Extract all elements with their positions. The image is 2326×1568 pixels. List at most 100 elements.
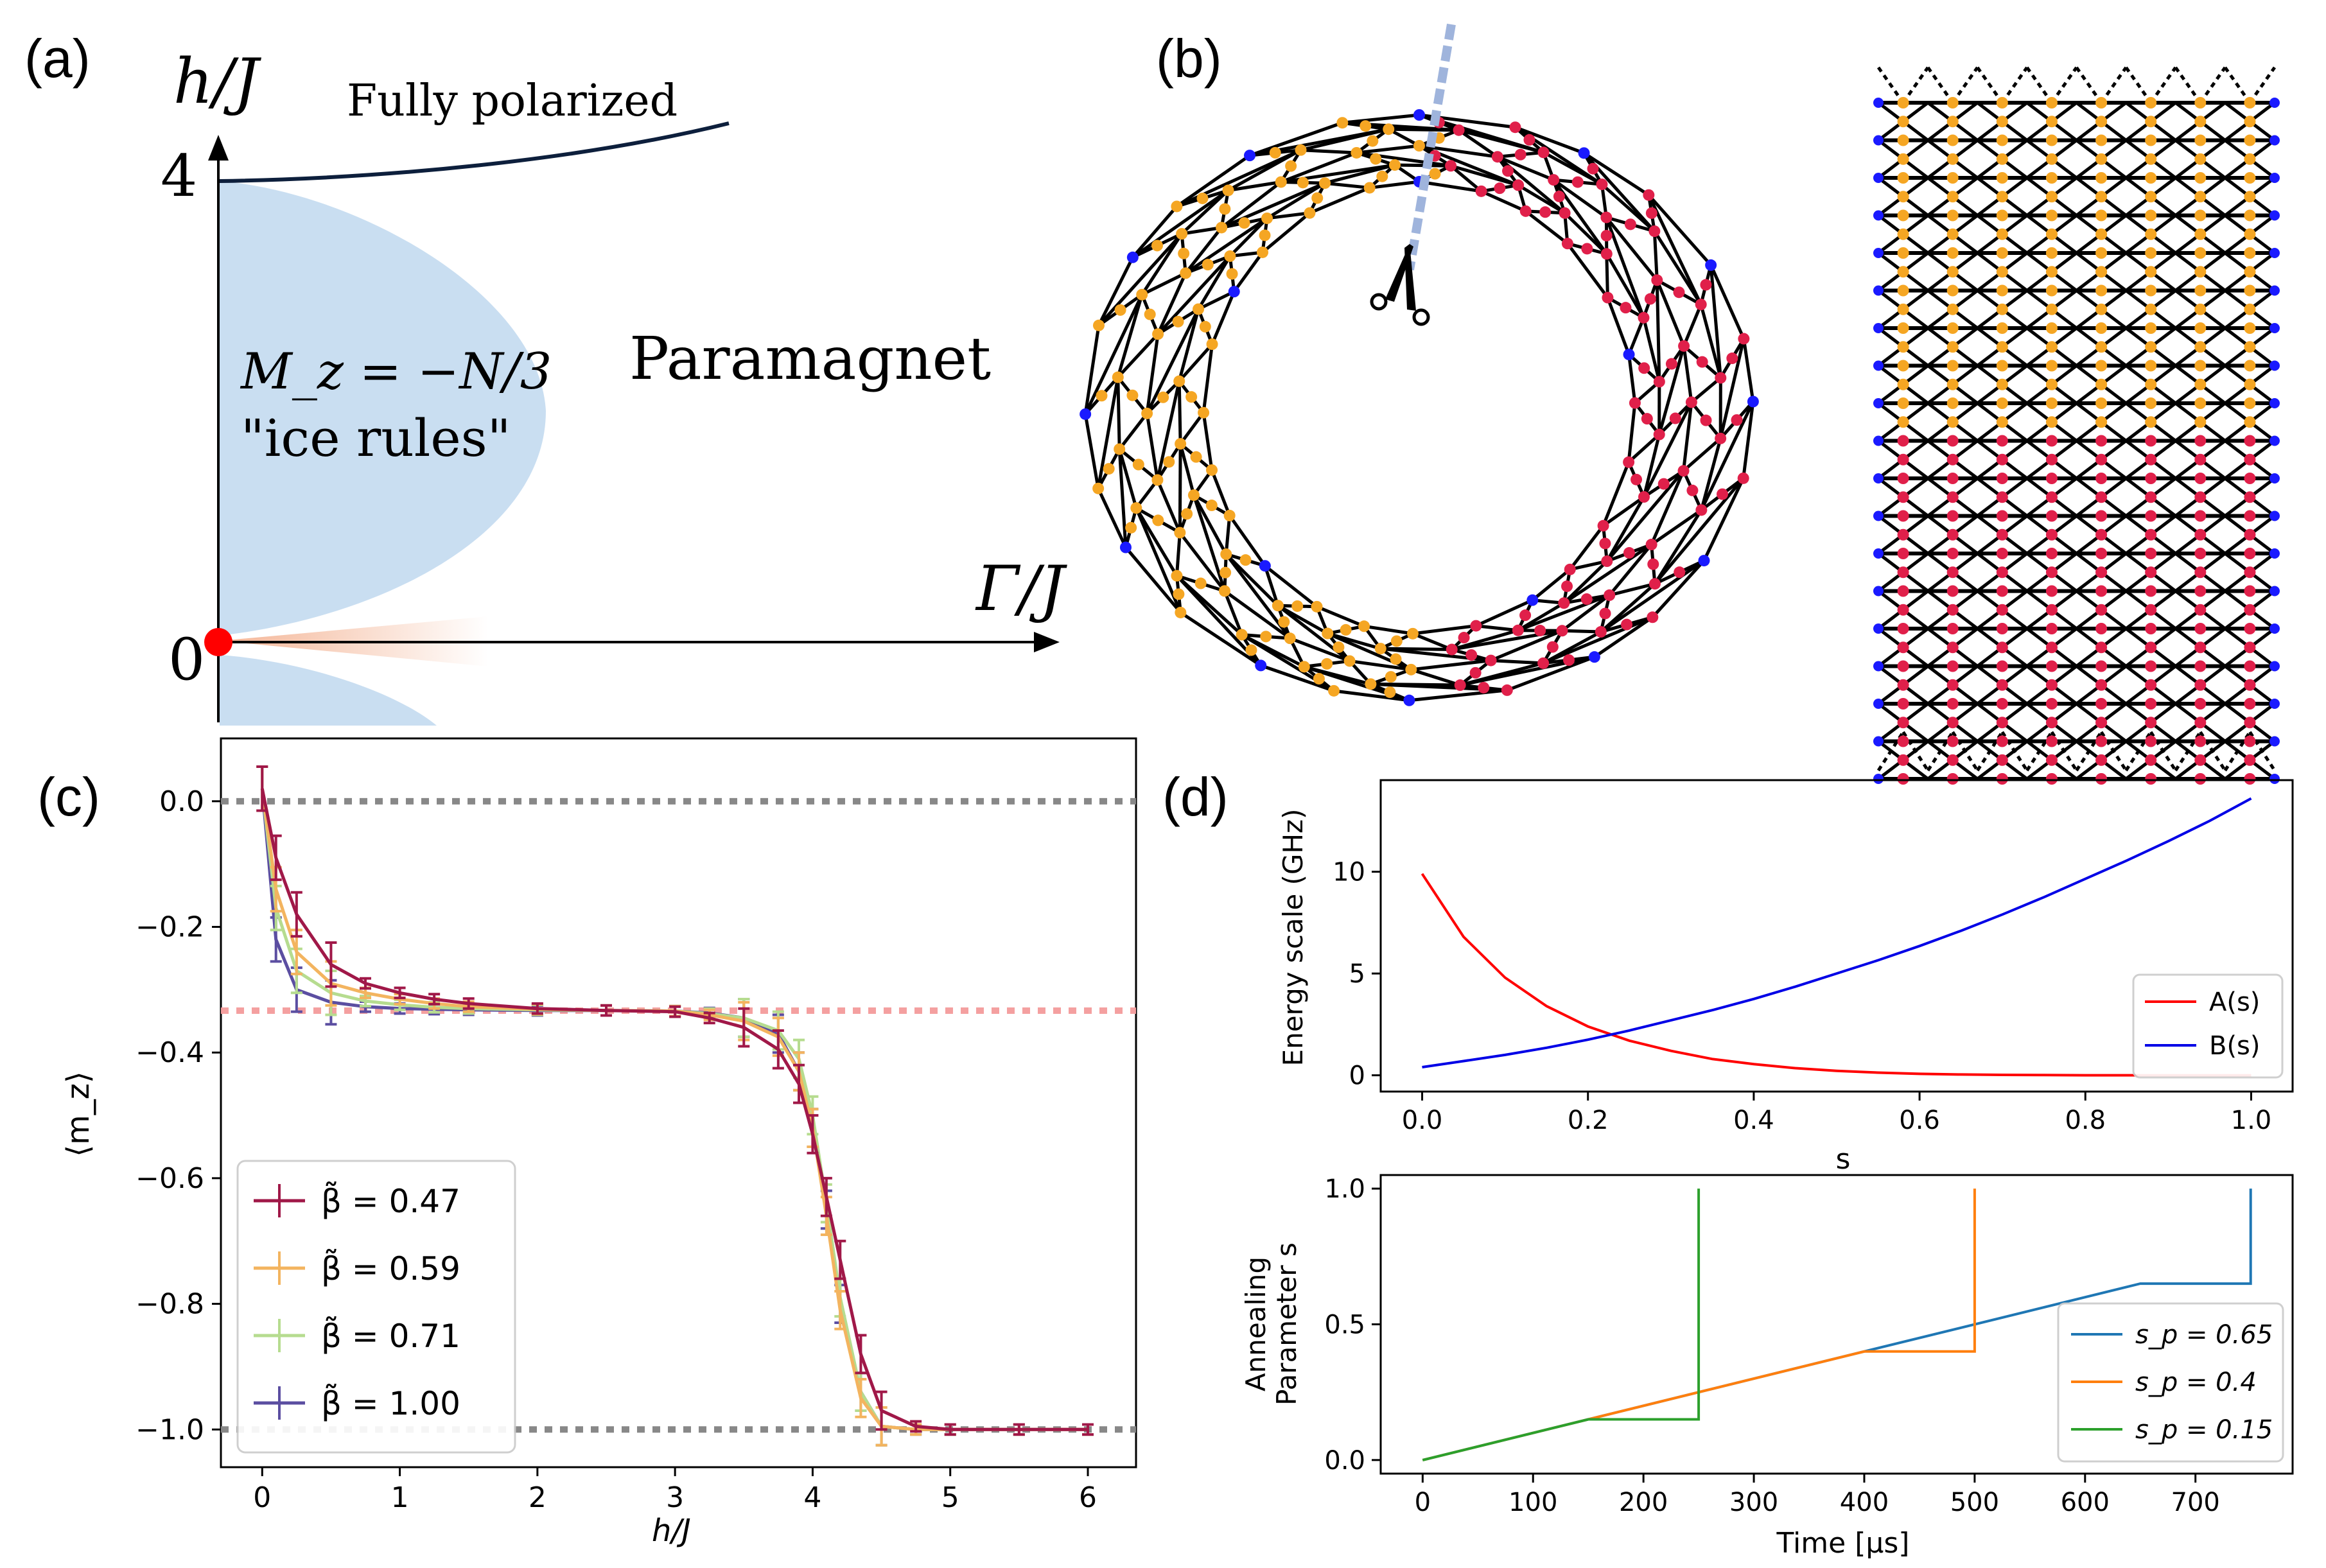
lattice-bond [1156,479,1182,534]
y-axis-label: h/J [173,46,261,118]
lattice-site [1897,491,1909,503]
lattice-site [1199,320,1211,333]
series-line [1421,873,2252,1077]
lattice-bond [1742,338,1755,402]
lattice-site [2145,717,2157,729]
lattice-site [1897,97,1909,109]
lattice-site [1674,566,1686,579]
lattice-site [1333,641,1345,653]
lattice-site [1222,184,1234,196]
lattice-bond [1605,496,1646,562]
lattice-site [1645,207,1657,219]
lattice-site [1144,308,1156,320]
lattice-site [2244,473,2256,484]
lattice-site [2244,510,2256,522]
lattice-site [1173,588,1185,600]
lattice-site [1599,607,1611,620]
lattice-bond [1155,381,1181,481]
lattice-bond-dashed [1976,66,2004,104]
lattice-bond [1700,401,1755,511]
lattice-site [1946,341,1959,353]
lattice-bond [1608,543,1653,597]
lattice-site [2045,172,2058,184]
lattice-site [1946,491,1959,503]
lattice-site [1470,620,1482,632]
lattice-site [2194,435,2207,447]
lattice-site [2244,360,2256,372]
lattice-site [2095,360,2108,372]
lattice-bond [1682,345,1693,403]
lattice-site [1946,209,1959,222]
lattice-bond [1412,624,1476,636]
lattice-site [2145,623,2157,634]
plot-d-top-xlabel: s [1836,1143,1851,1176]
lattice-site [2095,134,2108,146]
lattice-site [1151,474,1164,486]
lattice-site [1897,266,1909,278]
lattice-bond-dashed [2174,66,2202,104]
lattice-site [1171,200,1183,213]
lattice-bond [1562,560,1609,604]
lattice-site [1196,192,1209,204]
lattice-site [1873,210,1884,221]
lattice-site [1245,644,1257,656]
lattice-bond-dashed [1902,66,1930,104]
lattice-bond [1223,590,1244,636]
lattice-bond-dashed [2124,66,2153,104]
legend-label: s_p = 0.4 [2135,1368,2257,1397]
lattice-bond [1141,232,1184,296]
x-axis-label: Γ/J [975,553,1067,625]
lattice-site [1715,372,1727,384]
lattice-site [2145,172,2157,184]
lattice-site [2145,266,2157,278]
lattice-bond [1223,589,1291,640]
lattice-site [2145,341,2157,353]
lattice-site [1685,396,1697,408]
lattice-site [1597,519,1609,532]
lattice-site [2269,774,2280,784]
lattice-bond [1300,148,1357,155]
lattice-site [2045,416,2058,428]
lattice-site [2269,210,2280,221]
lattice-site [2095,641,2108,654]
x-tick-label: 2 [529,1481,547,1514]
lattice-site [2244,303,2256,315]
lattice-site [1946,566,1959,579]
lattice-site [1130,502,1142,514]
lattice-bond [1593,616,1654,659]
lattice-site [1194,577,1207,589]
lattice-site [1638,311,1650,324]
lattice-bond [1517,593,1611,632]
lattice-site [2145,660,2157,672]
legend-label: A(s) [2209,988,2260,1017]
lattice-site [1873,736,1884,747]
plot-d-bottom-ylabel-1: Annealing [1240,1257,1272,1391]
lattice-site [2244,453,2256,466]
lattice-site [2145,228,2157,240]
lattice-site [2145,303,2157,315]
lattice-bond-dashed [2248,66,2277,104]
lattice-bond [1083,325,1101,415]
lattice-site [1873,774,1884,784]
lattice-bond [1709,265,1722,378]
lattice-bond [1682,402,1693,471]
x-tick-label: 300 [1729,1488,1778,1517]
lattice-site [1738,333,1750,345]
lattice-site [2145,585,2157,597]
lattice-site [2244,378,2256,390]
lattice-site [2194,548,2207,559]
lattice-site [1620,302,1632,314]
lattice-site [1873,398,1884,408]
lattice-site [2194,566,2207,579]
lattice-site [1897,284,1909,297]
lattice-bond [1145,413,1159,480]
lattice-site [2269,398,2280,408]
lattice-site [2244,773,2256,785]
lattice-site [1564,563,1576,575]
lattice-site [2145,491,2157,503]
ice-region [220,181,546,636]
lattice-site [1304,207,1316,219]
lattice-site [2194,623,2207,634]
lattice-site [1897,510,1909,522]
lattice-bond [1177,308,1200,382]
